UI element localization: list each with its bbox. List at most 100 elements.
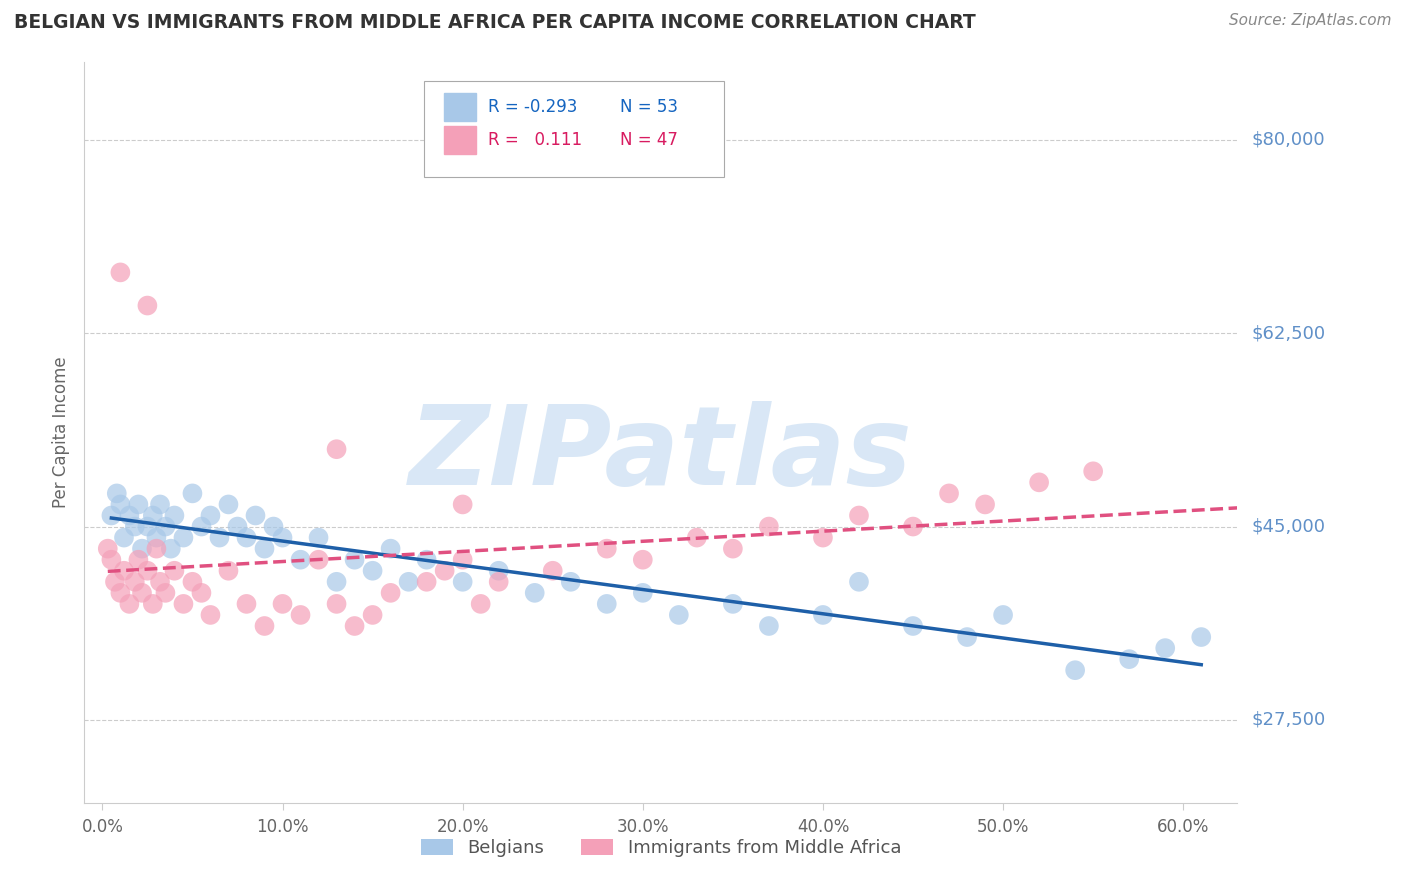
Point (325, 597, 347, 611)
Point (127, 552, 149, 566)
Point (263, 519, 285, 533)
Text: R =   0.111: R = 0.111 (488, 131, 582, 149)
Point (686, 531, 709, 545)
Text: $62,500: $62,500 (1251, 324, 1326, 343)
Point (142, 597, 165, 611)
Point (758, 619, 780, 633)
Point (308, 531, 330, 545)
Point (127, 498, 149, 512)
Point (1028, 475, 1050, 490)
Point (901, 519, 924, 533)
Point (488, 574, 510, 589)
Point (181, 574, 204, 589)
Point (631, 552, 654, 566)
Text: R = -0.293: R = -0.293 (488, 98, 578, 116)
Point (560, 574, 582, 589)
Point (848, 508, 870, 523)
Point (105, 486, 128, 500)
Point (190, 586, 212, 600)
Point (235, 597, 257, 611)
Point (118, 597, 141, 611)
Text: $80,000: $80,000 (1251, 131, 1324, 149)
Point (668, 607, 690, 622)
Legend: Belgians, Immigrants from Middle Africa: Belgians, Immigrants from Middle Africa (413, 831, 908, 864)
Point (991, 607, 1014, 622)
Point (155, 519, 177, 533)
Point (226, 519, 249, 533)
Point (149, 574, 172, 589)
Point (811, 607, 834, 622)
Point (308, 552, 330, 566)
Point (145, 531, 167, 545)
Point (208, 531, 231, 545)
Text: N = 47: N = 47 (620, 131, 678, 149)
Point (253, 541, 276, 556)
Point (488, 564, 510, 578)
Point (343, 619, 366, 633)
Point (136, 299, 159, 313)
Point (136, 519, 159, 533)
Point (415, 574, 437, 589)
Point (163, 564, 186, 578)
Point (343, 552, 366, 566)
Point (451, 498, 474, 512)
Point (721, 597, 744, 611)
Point (218, 498, 240, 512)
Bar (444, 93, 477, 121)
Bar (444, 126, 477, 154)
Point (200, 508, 222, 523)
Point (523, 586, 546, 600)
Point (325, 442, 347, 457)
Point (155, 586, 177, 600)
Point (100, 508, 122, 523)
Point (172, 597, 194, 611)
Point (451, 552, 474, 566)
Point (1083, 464, 1105, 478)
Point (97, 541, 120, 556)
Text: Source: ZipAtlas.com: Source: ZipAtlas.com (1229, 13, 1392, 29)
Point (361, 564, 384, 578)
Point (974, 498, 997, 512)
Point (145, 541, 167, 556)
Point (200, 607, 222, 622)
Point (1189, 630, 1212, 644)
Point (290, 607, 312, 622)
Point (380, 586, 402, 600)
Point (938, 486, 960, 500)
Point (451, 574, 474, 589)
Point (112, 531, 135, 545)
Text: ZIPatlas: ZIPatlas (409, 401, 912, 508)
Point (1118, 652, 1140, 666)
Point (149, 498, 172, 512)
Point (235, 531, 257, 545)
Point (118, 508, 141, 523)
Point (131, 586, 153, 600)
Point (433, 564, 456, 578)
Point (721, 541, 744, 556)
Point (136, 564, 159, 578)
Point (271, 531, 294, 545)
Point (190, 519, 212, 533)
Point (901, 619, 924, 633)
Point (124, 574, 146, 589)
Point (163, 508, 186, 523)
Y-axis label: Per Capita Income: Per Capita Income (52, 357, 70, 508)
Point (956, 630, 979, 644)
Point (110, 265, 132, 279)
Point (470, 597, 492, 611)
Point (245, 508, 267, 523)
Text: BELGIAN VS IMMIGRANTS FROM MIDDLE AFRICA PER CAPITA INCOME CORRELATION CHART: BELGIAN VS IMMIGRANTS FROM MIDDLE AFRICA… (14, 13, 976, 32)
Text: $45,000: $45,000 (1251, 517, 1326, 535)
Point (112, 564, 135, 578)
Point (596, 541, 619, 556)
Point (1064, 663, 1087, 677)
Point (253, 619, 276, 633)
Point (848, 574, 870, 589)
Point (160, 541, 183, 556)
Point (541, 564, 564, 578)
Text: N = 53: N = 53 (620, 98, 679, 116)
Point (110, 498, 132, 512)
Point (811, 531, 834, 545)
Point (1154, 641, 1177, 656)
Point (290, 552, 312, 566)
